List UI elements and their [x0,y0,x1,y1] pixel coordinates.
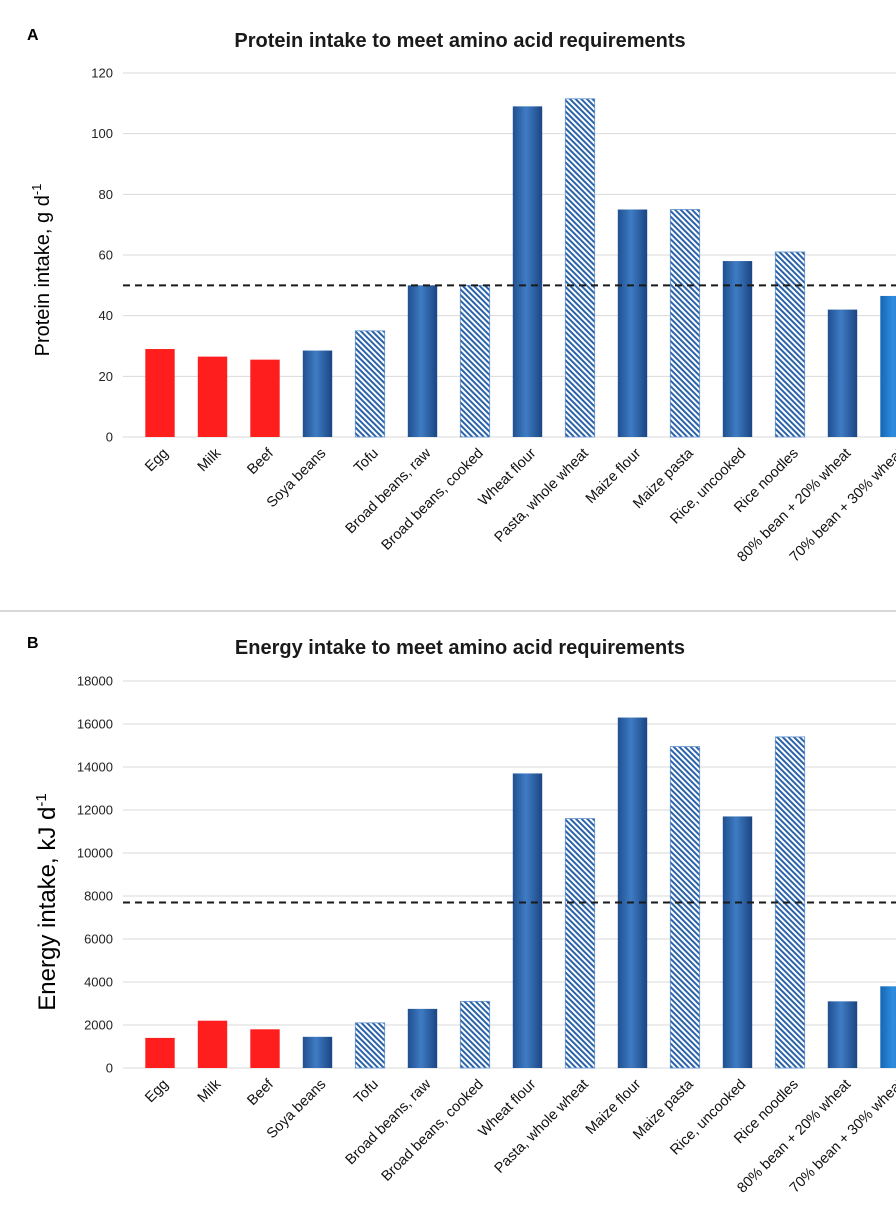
chart-panel-a: A Protein intake to meet amino acid requ… [27,27,896,565]
y-tick-label: 14000 [77,760,113,775]
y-tick-label: 0 [106,430,113,445]
bar [564,818,596,1069]
y-tick-label: 20 [99,369,113,384]
bar [250,359,280,437]
panel-label: B [27,635,39,652]
bar [564,98,596,438]
bar [722,261,753,437]
panel-divider [0,610,896,612]
y-tick-label: 2000 [84,1018,113,1033]
x-tick-label: Milk [195,445,225,475]
x-tick-label: Broad beans, cooked [379,1077,487,1185]
bar [302,1036,333,1068]
chart-title: Energy intake to meet amino acid require… [235,637,685,659]
y-axis-label-text: Protein intake, g d [32,195,54,356]
bar [617,209,648,437]
protein-intake-chart: A Protein intake to meet amino acid requ… [27,27,896,565]
x-tick-label: Egg [142,446,172,476]
panel-label: A [27,27,39,44]
bar [827,309,858,437]
y-tick-label: 16000 [77,717,113,732]
y-tick-label: 100 [91,126,113,141]
bar [669,746,701,1069]
bar [354,1022,386,1069]
chart-title: Protein intake to meet amino acid requir… [234,30,685,52]
bar [459,284,491,438]
bar [354,330,386,438]
x-tick-label: Pasta, whole wheat [492,446,592,546]
bar [722,816,753,1068]
y-axis-label: Protein intake, g d-1 [29,184,54,357]
y-tick-label: 10000 [77,846,113,861]
bar [512,773,543,1068]
bar [459,1000,491,1069]
bar [774,251,806,438]
y-tick-label: 12000 [77,803,113,818]
y-tick-label: 120 [91,66,113,81]
bar [407,1008,438,1068]
y-axis-label-superscript: -1 [29,184,44,196]
bar [250,1029,280,1068]
x-tick-label: Tofu [351,446,382,477]
bar [145,349,175,437]
bar [145,1037,175,1068]
x-tick-label: Tofu [351,1077,382,1108]
y-axis-label-text: Energy intake, kJ d [34,807,61,1011]
bar [197,356,228,437]
x-tick-label: Egg [142,1077,172,1107]
y-tick-label: 4000 [84,975,113,990]
y-tick-label: 0 [106,1061,113,1076]
bar [669,209,701,438]
y-axis-label: Energy intake, kJ d-1 [33,793,61,1010]
y-tick-label: 6000 [84,932,113,947]
y-tick-label: 80 [99,187,113,202]
bar [880,295,896,437]
y-tick-label: 40 [99,308,113,323]
bar [617,717,648,1068]
bar [512,106,543,437]
x-tick-label: Pasta, whole wheat [492,1077,592,1177]
chart-panel-b: B Energy intake to meet amino acid requi… [0,612,896,1219]
y-tick-label: 18000 [77,674,113,689]
bar [302,350,333,437]
x-tick-label: Broad beans, cooked [379,446,487,554]
x-tick-label: Beef [244,445,277,478]
y-tick-label: 60 [99,248,113,263]
bar [197,1020,228,1068]
bar [407,285,438,437]
y-axis-label-superscript: -1 [33,793,50,806]
energy-intake-chart: B Energy intake to meet amino acid requi… [27,635,896,1196]
bar [880,986,896,1068]
bar [827,1001,858,1068]
x-tick-label: Milk [195,1076,225,1106]
y-tick-label: 8000 [84,889,113,904]
x-tick-label: Beef [244,1076,277,1109]
